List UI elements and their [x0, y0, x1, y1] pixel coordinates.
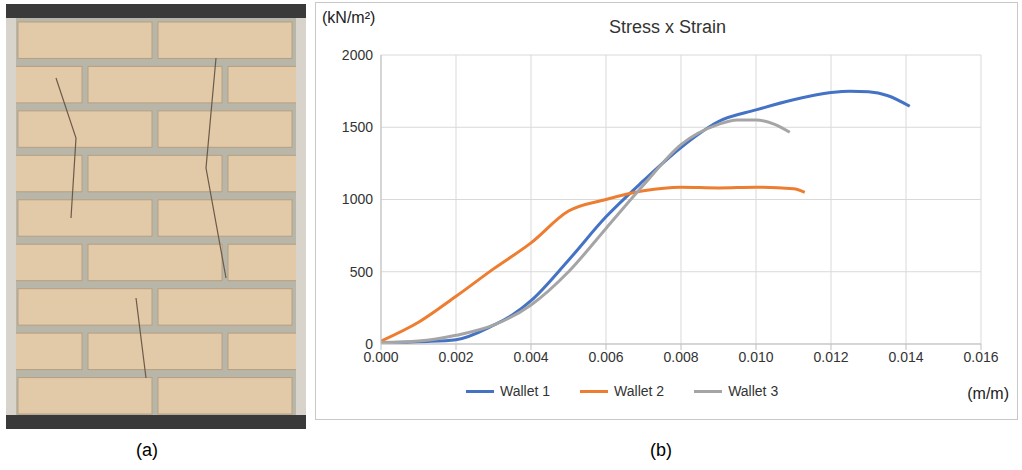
svg-text:0.006: 0.006 — [588, 349, 623, 365]
svg-text:0.012: 0.012 — [813, 349, 848, 365]
svg-text:0.014: 0.014 — [888, 349, 923, 365]
svg-text:2000: 2000 — [342, 47, 373, 63]
svg-text:1000: 1000 — [342, 191, 373, 207]
html-text:Wallet 3: Wallet 3 — [728, 383, 779, 399]
svg-text:0.004: 0.004 — [513, 349, 548, 365]
svg-text:1500: 1500 — [342, 119, 373, 135]
html-text:(m/m): (m/m) — [967, 385, 1009, 402]
html-text:Stress x Strain: Stress x Strain — [609, 17, 726, 37]
html-text:(kN/m²): (kN/m²) — [322, 9, 376, 26]
html-text:(b): (b) — [650, 440, 672, 460]
html-text:(a): (a) — [136, 440, 158, 460]
svg-text:0.016: 0.016 — [963, 349, 998, 365]
svg-text:0.008: 0.008 — [663, 349, 698, 365]
svg-text:0.002: 0.002 — [438, 349, 473, 365]
html-text:Wallet 1: Wallet 1 — [500, 383, 551, 399]
svg-text:500: 500 — [350, 264, 374, 280]
svg-text:0.010: 0.010 — [738, 349, 773, 365]
svg-text:0: 0 — [365, 336, 373, 352]
svg-text:0.000: 0.000 — [363, 348, 399, 365]
html-text:Wallet 2: Wallet 2 — [614, 383, 665, 399]
